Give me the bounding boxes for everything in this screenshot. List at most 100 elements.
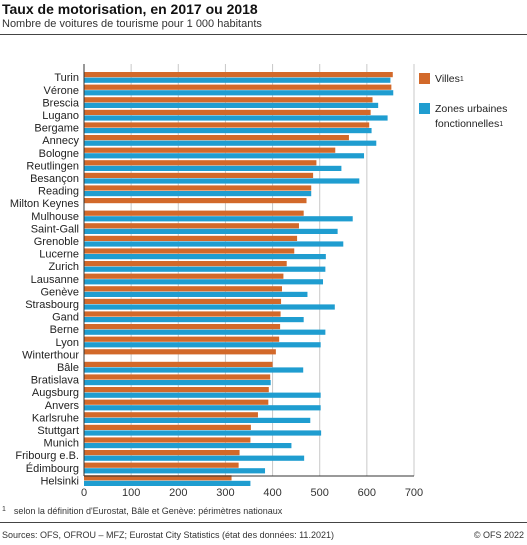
bar-zones-24 bbox=[84, 380, 271, 386]
bar-zones-7 bbox=[84, 165, 342, 171]
bar-villes-0 bbox=[84, 72, 393, 78]
category-label-9: Reading bbox=[38, 186, 79, 198]
bar-villes-15 bbox=[84, 261, 287, 267]
bar-zones-21 bbox=[84, 342, 321, 348]
bar-zones-5 bbox=[84, 140, 377, 146]
bar-zones-9 bbox=[84, 191, 312, 197]
bar-zones-31 bbox=[84, 468, 266, 474]
bar-zones-28 bbox=[84, 430, 322, 436]
x-tick-label-300: 300 bbox=[216, 487, 234, 499]
bar-villes-24 bbox=[84, 374, 271, 380]
category-label-17: Genève bbox=[40, 286, 79, 298]
category-label-0: Turin bbox=[54, 72, 79, 84]
bar-villes-27 bbox=[84, 412, 258, 418]
bar-zones-1 bbox=[84, 90, 394, 96]
legend-swatch-zones bbox=[419, 103, 430, 114]
category-label-4: Bergame bbox=[34, 123, 79, 135]
bar-zones-8 bbox=[84, 178, 360, 184]
category-label-32: Helsinki bbox=[40, 475, 79, 487]
bar-zones-27 bbox=[84, 417, 311, 423]
category-label-21: Lyon bbox=[56, 337, 79, 349]
x-tick-label-700: 700 bbox=[405, 487, 423, 499]
category-label-24: Bratislava bbox=[31, 375, 80, 387]
bar-villes-23 bbox=[84, 361, 273, 367]
category-label-7: Reutlingen bbox=[26, 160, 79, 172]
footnote-text: selon la définition d'Eurostat, Bâle et … bbox=[13, 506, 283, 516]
x-tick-label-100: 100 bbox=[122, 487, 140, 499]
bar-villes-25 bbox=[84, 387, 269, 393]
top-divider bbox=[0, 34, 527, 35]
bar-zones-23 bbox=[84, 367, 304, 373]
bar-villes-2 bbox=[84, 97, 373, 103]
category-label-25: Augsburg bbox=[32, 387, 79, 399]
bar-villes-22 bbox=[84, 349, 276, 355]
bar-villes-17 bbox=[84, 286, 282, 292]
x-tick-label-600: 600 bbox=[358, 487, 376, 499]
bar-villes-5 bbox=[84, 135, 349, 141]
chart-subtitle: Nombre de voitures de tourisme pour 1 00… bbox=[2, 18, 262, 30]
bar-zones-20 bbox=[84, 329, 326, 335]
bar-zones-11 bbox=[84, 216, 353, 222]
bar-zones-15 bbox=[84, 266, 326, 272]
bar-villes-7 bbox=[84, 160, 317, 166]
bar-villes-32 bbox=[84, 475, 232, 481]
bar-villes-20 bbox=[84, 324, 281, 330]
bottom-divider bbox=[0, 522, 527, 523]
bar-villes-29 bbox=[84, 437, 251, 443]
bar-zones-0 bbox=[84, 77, 391, 83]
category-label-30: Fribourg e.B. bbox=[15, 450, 79, 462]
category-label-23: Bâle bbox=[57, 362, 79, 374]
category-label-8: Besançon bbox=[30, 173, 79, 185]
category-label-31: Édimbourg bbox=[26, 462, 79, 475]
x-tick-label-0: 0 bbox=[81, 487, 87, 499]
category-label-15: Zurich bbox=[48, 261, 79, 273]
bar-zones-12 bbox=[84, 228, 338, 234]
bar-villes-11 bbox=[84, 210, 304, 216]
bar-villes-30 bbox=[84, 450, 240, 456]
legend-label-zones: Zones urbaines fonctionnelles bbox=[435, 103, 508, 130]
category-label-20: Berne bbox=[50, 324, 79, 336]
category-label-6: Bologne bbox=[39, 148, 79, 160]
category-label-13: Grenoble bbox=[34, 236, 79, 248]
legend-swatch-villes bbox=[419, 73, 430, 84]
bar-zones-25 bbox=[84, 392, 321, 398]
x-tick-label-400: 400 bbox=[263, 487, 281, 499]
bar-zones-19 bbox=[84, 317, 304, 323]
footnote: 1 selon la définition d'Eurostat, Bâle et… bbox=[2, 506, 282, 516]
bar-zones-16 bbox=[84, 279, 324, 285]
bar-zones-32 bbox=[84, 480, 251, 486]
bar-zones-29 bbox=[84, 443, 292, 449]
bar-zones-2 bbox=[84, 102, 379, 108]
bar-villes-13 bbox=[84, 235, 298, 241]
footnote-mark: 1 bbox=[2, 506, 6, 513]
bar-zones-26 bbox=[84, 405, 321, 411]
bar-villes-9 bbox=[84, 185, 312, 191]
bar-chart: 0 100 200 300 400 500 600 700 TurinVéroneBrescia… bbox=[10, 64, 423, 499]
bar-villes-6 bbox=[84, 147, 336, 153]
x-tick-label-500: 500 bbox=[311, 487, 329, 499]
bar-villes-28 bbox=[84, 424, 251, 430]
chart-title: Taux de motorisation, en 2017 ou 2018 bbox=[2, 1, 258, 17]
bar-villes-18 bbox=[84, 298, 282, 304]
bar-villes-1 bbox=[84, 84, 392, 90]
bar-villes-14 bbox=[84, 248, 295, 254]
bar-zones-6 bbox=[84, 153, 365, 159]
bar-villes-21 bbox=[84, 336, 280, 342]
category-label-5: Annecy bbox=[42, 135, 79, 147]
category-label-11: Mulhouse bbox=[31, 211, 79, 223]
bar-zones-17 bbox=[84, 291, 308, 297]
category-label-2: Brescia bbox=[42, 97, 80, 109]
category-label-19: Gand bbox=[52, 312, 79, 324]
bar-zones-3 bbox=[84, 115, 388, 121]
category-label-12: Saint-Gall bbox=[31, 223, 79, 235]
category-label-29: Munich bbox=[44, 438, 79, 450]
bar-villes-12 bbox=[84, 223, 299, 229]
bar-zones-14 bbox=[84, 254, 326, 260]
bar-villes-10 bbox=[84, 198, 307, 204]
bar-villes-4 bbox=[84, 122, 370, 128]
bar-villes-26 bbox=[84, 399, 269, 405]
category-label-18: Strasbourg bbox=[25, 299, 79, 311]
copyright-text: © OFS 2022 bbox=[473, 530, 524, 540]
category-label-27: Karlsruhe bbox=[32, 412, 79, 424]
x-tick-label-200: 200 bbox=[169, 487, 187, 499]
